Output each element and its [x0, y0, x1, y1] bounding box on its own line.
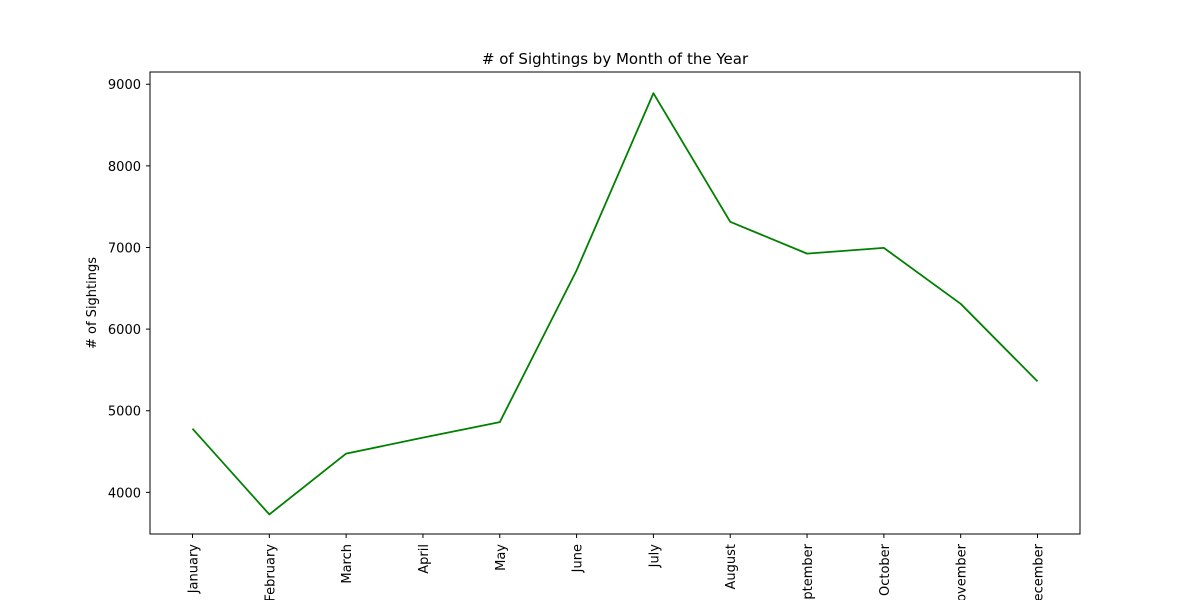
x-tick-label: March	[340, 544, 355, 584]
x-tick-label: August	[724, 544, 739, 590]
x-tick-label: September	[801, 543, 816, 600]
x-tick-label: February	[263, 544, 278, 600]
y-tick-label: 6000	[108, 323, 141, 338]
y-axis-label: # of Sightings	[85, 257, 100, 349]
y-tick-label: 7000	[108, 241, 141, 256]
x-tick-label: July	[647, 544, 662, 569]
x-tick-label: December	[1032, 543, 1047, 600]
y-tick-label: 4000	[108, 486, 141, 501]
y-tick-label: 5000	[108, 405, 141, 420]
x-tick-label: April	[417, 544, 432, 574]
x-tick-label: June	[571, 544, 586, 573]
x-tick-label: January	[187, 544, 202, 595]
y-axis-ticks: 4000 5000 6000 7000 8000 9000	[108, 78, 150, 501]
y-tick-label: 9000	[108, 78, 141, 93]
x-tick-label: October	[878, 543, 893, 596]
series-line	[191, 92, 1039, 516]
x-tick-label: November	[955, 543, 970, 600]
plot-frame	[149, 71, 1081, 535]
x-axis-ticks: January February March April May June July Augu…	[187, 534, 1047, 600]
y-tick-label: 8000	[108, 160, 141, 175]
chart-title: # of Sightings by Month of the Year	[482, 50, 749, 68]
x-tick-label: May	[494, 544, 509, 571]
